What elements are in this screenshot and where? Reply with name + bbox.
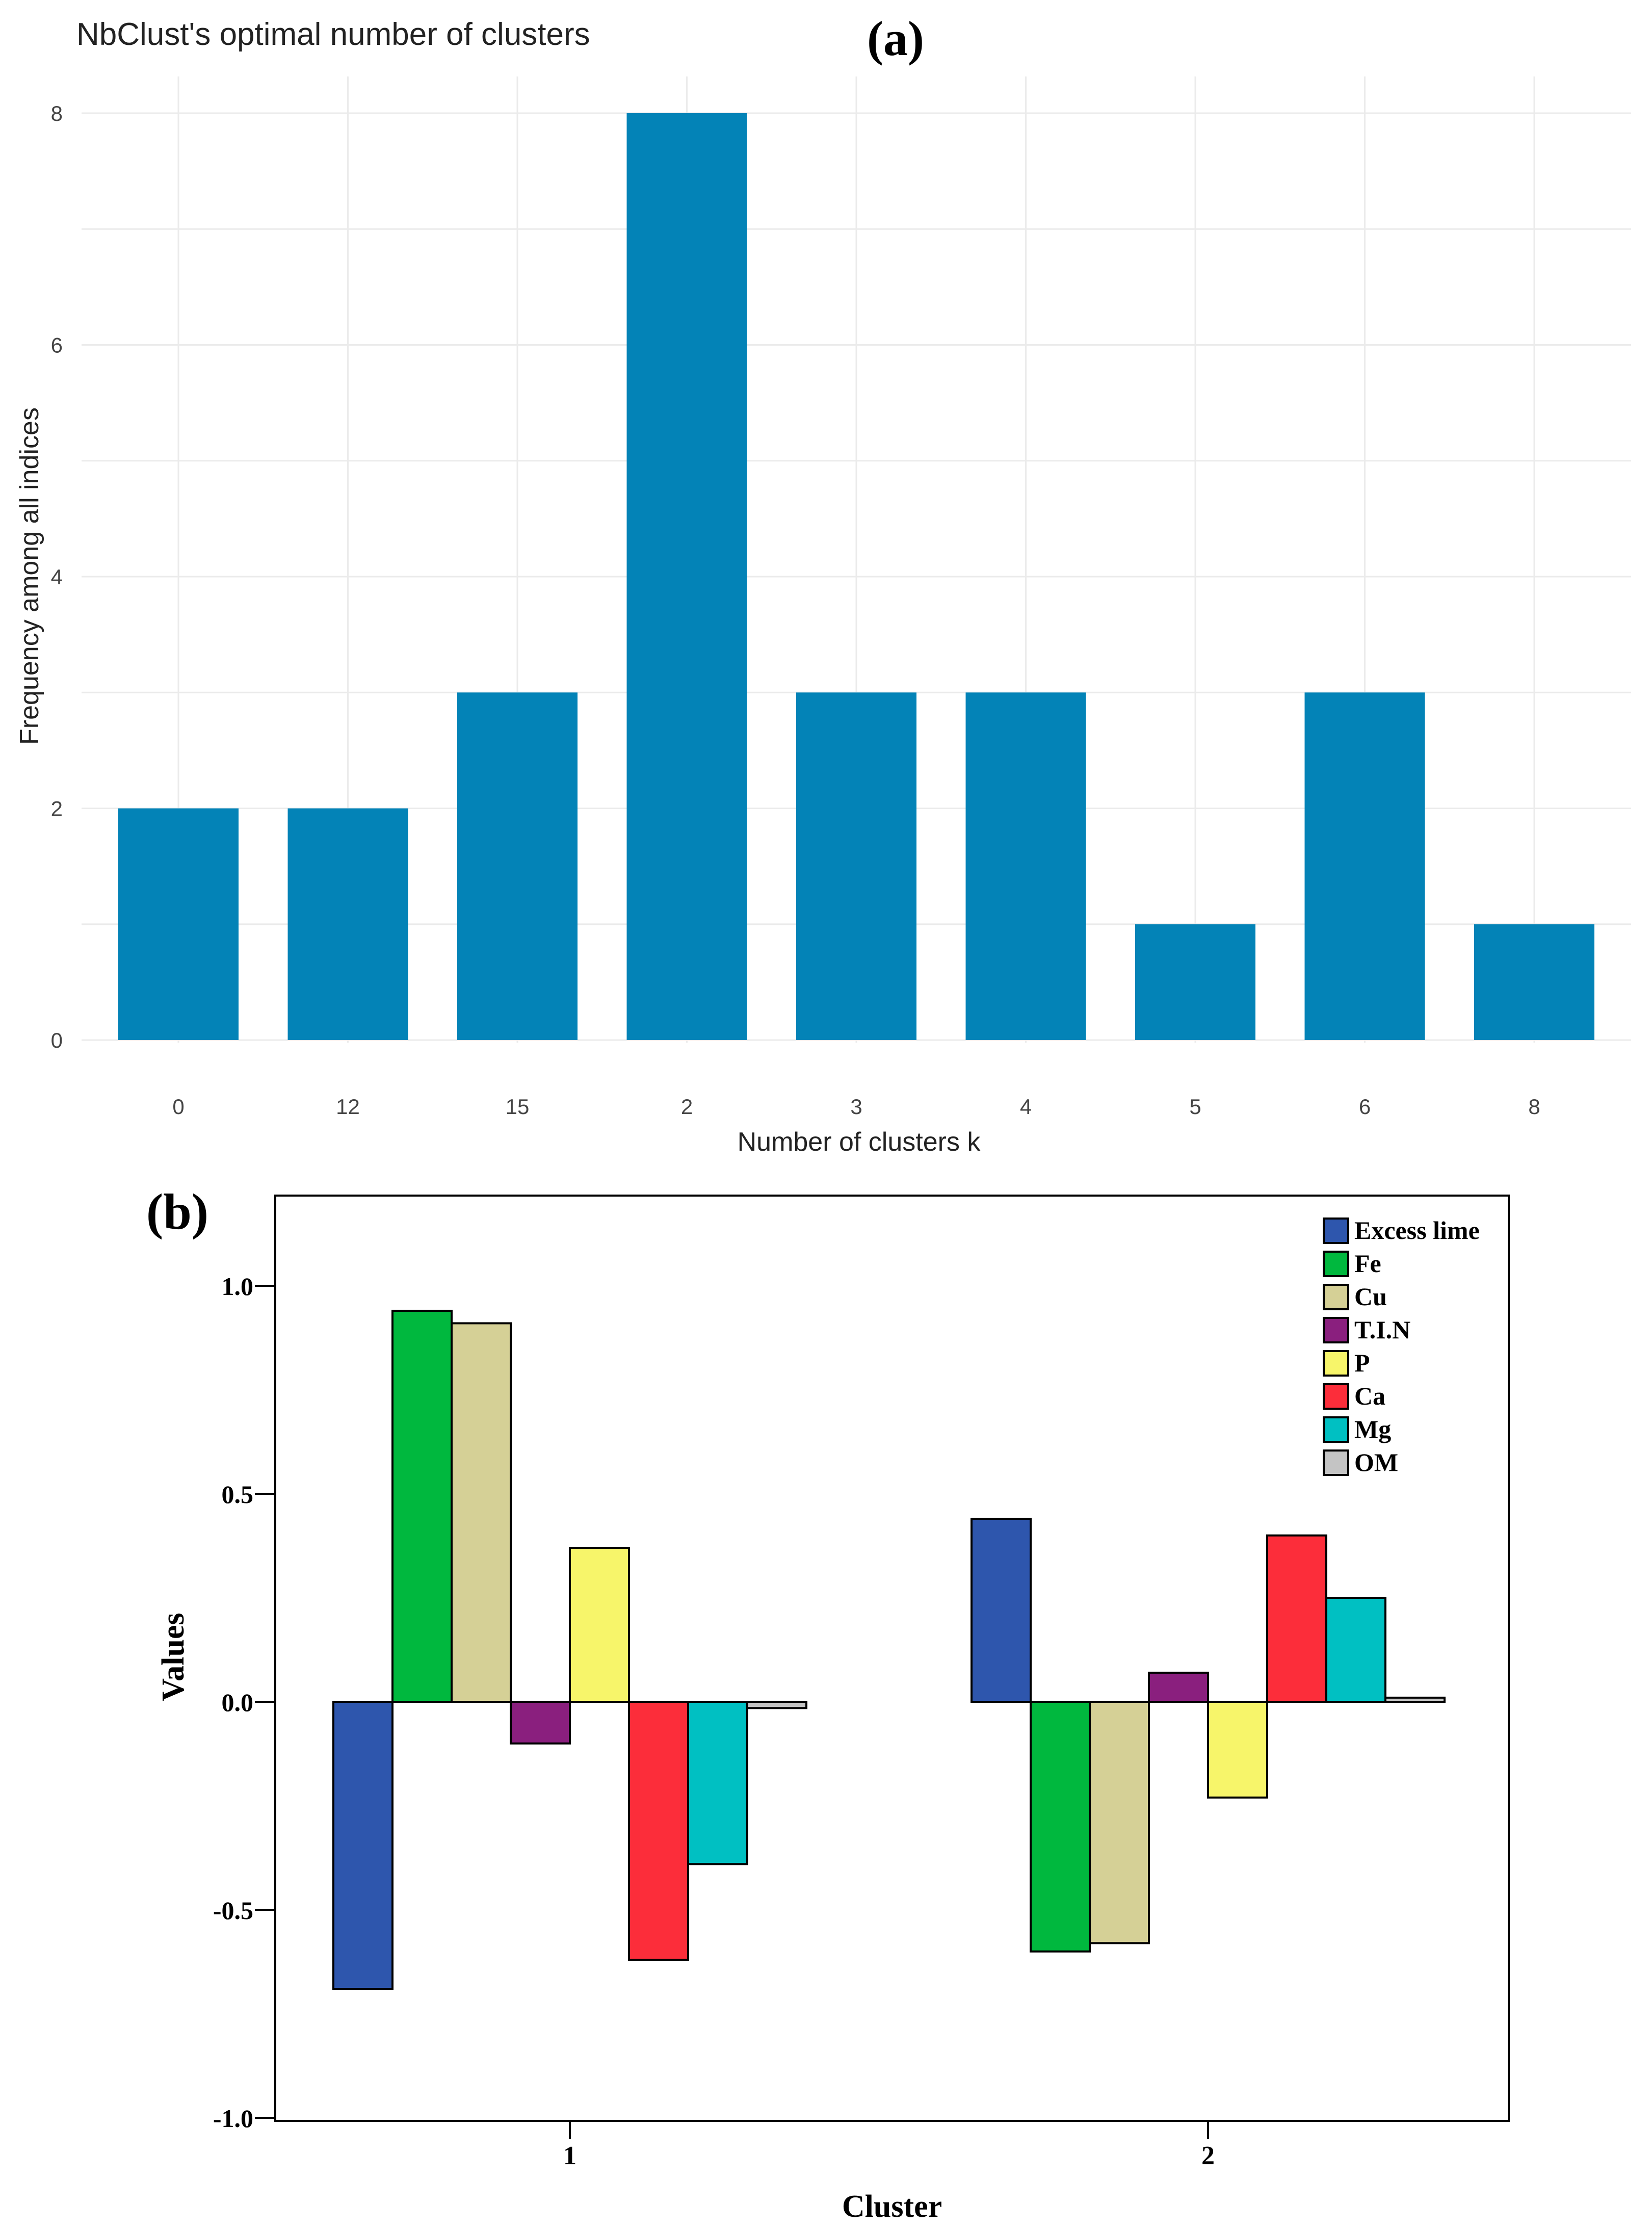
panel-a: NbClust's optimal number of clusters (a)… <box>15 11 1631 1157</box>
x-tick-label: 5 <box>1189 1095 1201 1119</box>
chart-a-y-ticks: 0 2 4 6 8 <box>51 101 63 1052</box>
x-tick-label: 1 <box>563 2141 576 2170</box>
bar-cluster-2-fe <box>1030 1701 1091 1953</box>
y-tick-label: -1.0 <box>213 2104 253 2133</box>
bar-cluster-2-om <box>1384 1696 1446 1703</box>
chart-a-x-ticks: 0 12 15 2 3 4 5 6 8 <box>172 1095 1540 1119</box>
bar-cluster-2-ca <box>1266 1534 1327 1703</box>
bar-k-8 <box>1474 924 1594 1040</box>
bar-cluster-2-t-i-n <box>1148 1671 1209 1703</box>
legend-label: OM <box>1354 1448 1398 1476</box>
chart-b-y-axis-label: Values <box>156 1613 191 1701</box>
x-tick-label: 6 <box>1359 1095 1371 1119</box>
legend-swatch <box>1323 1416 1349 1443</box>
chart-b-bars <box>332 1309 1446 1990</box>
chart-a-y-axis-label: Frequency among all indices <box>15 407 44 745</box>
bar-k-0 <box>118 808 239 1040</box>
legend-label: Ca <box>1354 1382 1385 1410</box>
x-tick-label: 2 <box>1201 2141 1215 2170</box>
bar-cluster-1-om <box>746 1701 807 1709</box>
y-tick-label: 2 <box>51 797 63 821</box>
bar-k-3 <box>796 692 916 1040</box>
legend-label: T.I.N <box>1354 1315 1410 1344</box>
y-tick-label: 8 <box>51 101 63 125</box>
legend-label: Cu <box>1354 1282 1387 1311</box>
legend-label: P <box>1354 1349 1370 1377</box>
chart-a-x-axis-label: Number of clusters k <box>738 1127 981 1157</box>
legend-swatch <box>1323 1350 1349 1377</box>
legend-swatch <box>1323 1251 1349 1277</box>
bar-cluster-1-p <box>569 1547 630 1703</box>
chart-b-legend: Excess lime Fe Cu T.I.N P Ca Mg OM <box>1323 1216 1480 1476</box>
legend-swatch <box>1323 1317 1349 1343</box>
x-tick-label: 2 <box>681 1095 693 1119</box>
bar-cluster-2-excess-lime <box>971 1517 1032 1703</box>
bar-k-15 <box>457 692 578 1040</box>
chart-b-plot-frame <box>274 1195 1510 2122</box>
y-tick-label: 0 <box>51 1028 63 1052</box>
bar-cluster-1-cu <box>451 1322 512 1703</box>
bar-k-5 <box>1135 924 1255 1040</box>
x-tick-label: 15 <box>506 1095 530 1119</box>
chart-b-panel-label: (b) <box>146 1183 208 1240</box>
legend-label: Excess lime <box>1354 1216 1480 1245</box>
chart-a-bars <box>118 113 1594 1040</box>
x-tick-label: 3 <box>850 1095 862 1119</box>
y-tick-label: 0.0 <box>222 1688 254 1717</box>
legend-label: Mg <box>1354 1415 1391 1443</box>
bar-cluster-1-mg <box>687 1701 748 1866</box>
bar-k-6 <box>1304 692 1425 1040</box>
y-tick-label: 4 <box>51 565 63 589</box>
chart-a-panel-label: (a) <box>867 11 924 66</box>
legend-label: Fe <box>1354 1249 1381 1278</box>
legend-swatch <box>1323 1217 1349 1244</box>
legend-swatch <box>1323 1284 1349 1310</box>
chart-b-x-axis-label: Cluster <box>842 2189 942 2224</box>
y-tick-label: -0.5 <box>213 1896 253 1925</box>
chart-a-title: NbClust's optimal number of clusters <box>76 17 590 52</box>
x-tick-label: 8 <box>1528 1095 1540 1119</box>
bar-cluster-2-mg <box>1325 1597 1386 1703</box>
chart-b-y-ticks: -1.0 -0.5 0.0 0.5 1.0 <box>213 1272 275 2133</box>
bar-cluster-1-ca <box>628 1701 689 1961</box>
x-tick-label: 0 <box>172 1095 184 1119</box>
bar-cluster-2-p <box>1207 1701 1268 1799</box>
legend-swatch <box>1323 1383 1349 1410</box>
bar-cluster-1-fe <box>391 1309 453 1703</box>
bar-k-12 <box>287 808 408 1040</box>
bar-cluster-1-t-i-n <box>510 1701 571 1745</box>
bar-cluster-1-excess-lime <box>332 1701 394 1990</box>
legend-swatch <box>1323 1449 1349 1476</box>
y-tick-label: 0.5 <box>222 1480 254 1509</box>
bar-k-4 <box>965 692 1086 1040</box>
x-tick-label: 4 <box>1020 1095 1032 1119</box>
bar-cluster-2-cu <box>1089 1701 1150 1945</box>
bar-k-2 <box>626 113 747 1040</box>
y-tick-label: 1.0 <box>222 1272 254 1301</box>
x-tick-label: 12 <box>336 1095 360 1119</box>
y-tick-label: 6 <box>51 333 63 357</box>
